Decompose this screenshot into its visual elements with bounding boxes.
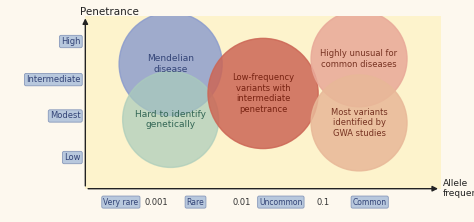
Text: Intermediate: Intermediate xyxy=(26,75,81,84)
Text: Common: Common xyxy=(353,198,387,207)
Ellipse shape xyxy=(123,71,219,167)
Text: High: High xyxy=(61,37,81,46)
Text: Highly unusual for
common diseases: Highly unusual for common diseases xyxy=(320,49,398,69)
Text: Very rare: Very rare xyxy=(103,198,138,207)
Ellipse shape xyxy=(208,38,318,149)
Text: Hard to identify
genetically: Hard to identify genetically xyxy=(135,110,206,129)
Text: 0.01: 0.01 xyxy=(233,198,251,207)
Text: Most variants
identified by
GWA studies: Most variants identified by GWA studies xyxy=(331,108,387,138)
Ellipse shape xyxy=(311,75,407,171)
Text: 0.1: 0.1 xyxy=(317,198,330,207)
Ellipse shape xyxy=(119,12,222,116)
Text: Uncommon: Uncommon xyxy=(259,198,302,207)
Text: Mendelian
disease: Mendelian disease xyxy=(147,54,194,74)
Text: Rare: Rare xyxy=(187,198,204,207)
Text: Low-frequency
variants with
intermediate
penetrance: Low-frequency variants with intermediate… xyxy=(232,73,294,114)
Text: Low: Low xyxy=(64,153,81,162)
Ellipse shape xyxy=(311,11,407,107)
Text: Allele
frequency: Allele frequency xyxy=(443,179,474,198)
Text: Modest: Modest xyxy=(50,111,81,121)
Text: 0.001: 0.001 xyxy=(145,198,168,207)
Text: Penetrance: Penetrance xyxy=(80,7,138,17)
